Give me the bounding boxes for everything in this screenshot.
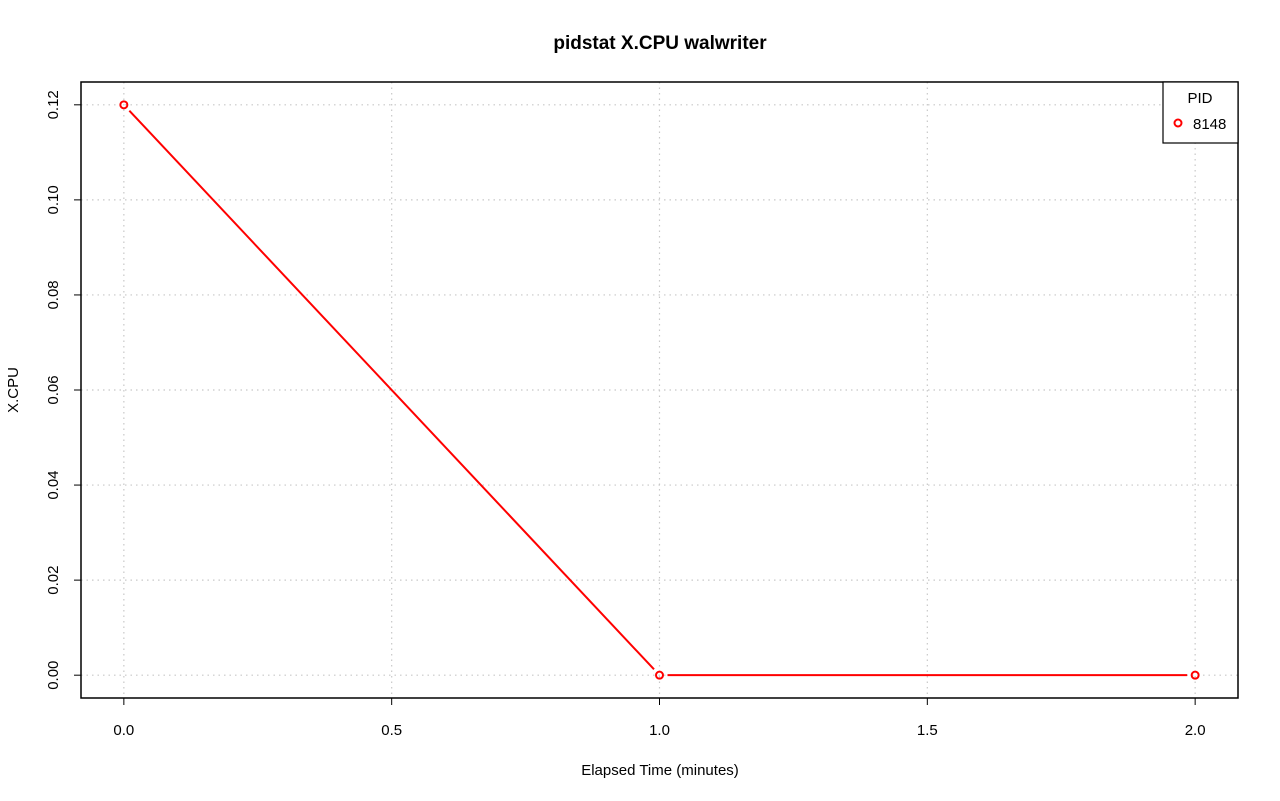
y-tick-label: 0.10	[45, 185, 62, 214]
y-tick-label: 0.02	[45, 566, 62, 595]
y-tick-label: 0.00	[45, 661, 62, 690]
x-tick-label: 2.0	[1185, 722, 1206, 739]
y-tick-label: 0.12	[45, 90, 62, 119]
data-point	[119, 100, 129, 110]
x-axis-label: Elapsed Time (minutes)	[581, 762, 739, 779]
x-tick-label: 1.5	[917, 722, 938, 739]
legend-marker	[1173, 118, 1183, 128]
y-tick-label: 0.04	[45, 470, 62, 499]
series-line-segment	[128, 109, 655, 671]
y-axis: 0.00 0.02 0.04 0.06 0.08 0.10 0.12	[45, 90, 82, 690]
chart-title: pidstat X.CPU walwriter	[553, 33, 767, 54]
grid-lines	[81, 82, 1238, 698]
series-layer	[119, 100, 1200, 680]
y-tick-label: 0.08	[45, 280, 62, 309]
legend-title: PID	[1187, 90, 1212, 107]
x-tick-label: 0.0	[113, 722, 134, 739]
x-tick-label: 1.0	[649, 722, 670, 739]
x-tick-label: 0.5	[381, 722, 402, 739]
x-axis: 0.0 0.5 1.0 1.5 2.0	[113, 697, 1206, 739]
data-point	[1190, 670, 1200, 680]
legend-box	[1162, 81, 1239, 144]
data-point	[655, 670, 664, 680]
legend-entry-label: 8148	[1193, 116, 1226, 133]
y-tick-label: 0.06	[45, 375, 62, 404]
legend: PID 8148	[1162, 81, 1239, 144]
y-axis-label: X.CPU	[5, 367, 22, 413]
